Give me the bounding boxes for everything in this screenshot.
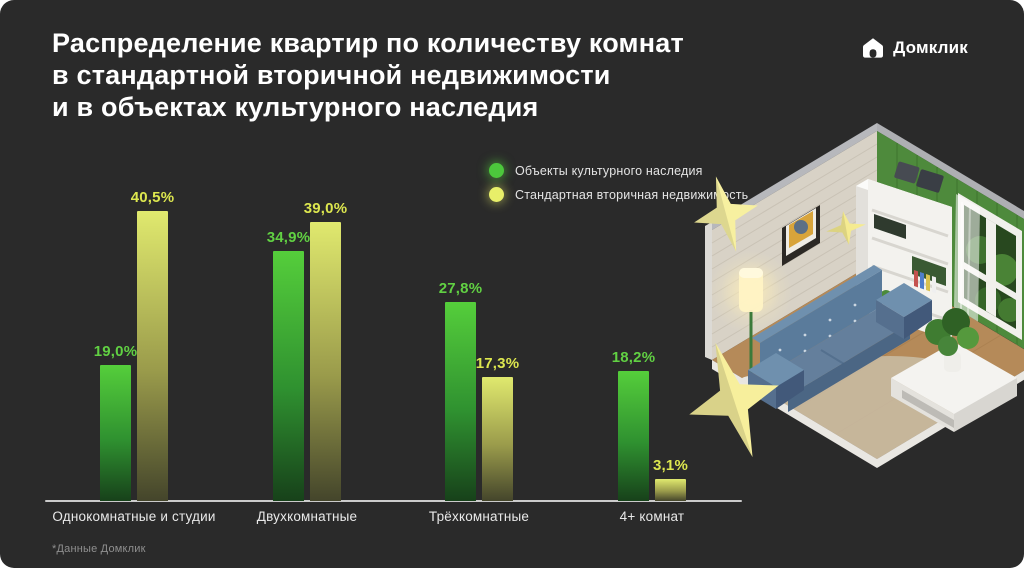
slide-title: Распределение квартир по количеству комн… <box>52 28 684 123</box>
star-icon-small <box>826 211 866 245</box>
value-label-yellow-4: 3,1% <box>653 457 688 474</box>
category-label-4: 4+ комнат <box>619 509 685 524</box>
bar-yellow-2 <box>310 222 341 501</box>
coffee-table <box>891 342 1017 432</box>
room-illustration <box>689 123 1024 468</box>
star-icon-large-top <box>694 176 758 252</box>
value-label-yellow-2: 39,0% <box>303 200 348 217</box>
domclick-house-icon <box>863 38 884 58</box>
category-label-3: Трёхкомнатные <box>428 509 530 524</box>
wall-rims <box>705 123 1024 360</box>
value-label-yellow-1: 40,5% <box>130 189 175 206</box>
value-label-green-1: 19,0% <box>93 343 138 360</box>
domclick-logo: Домклик <box>861 36 968 60</box>
plant <box>925 308 979 372</box>
axis-line <box>45 500 742 502</box>
curtain <box>954 194 980 322</box>
bar-green-3 <box>445 302 476 501</box>
legend-label: Стандартная вторичная недвижимость <box>515 187 749 202</box>
bar-green-4 <box>618 371 649 501</box>
legend-item-standard: Стандартная вторичная недвижимость <box>489 187 748 202</box>
picture-frame <box>782 205 820 266</box>
value-label-yellow-3: 17,3% <box>475 355 520 372</box>
footnote: *Данные Домклик <box>52 543 146 555</box>
window <box>954 193 1022 340</box>
legend-item-heritage: Объекты культурного наследия <box>489 163 748 178</box>
bar-yellow-4 <box>655 479 686 501</box>
category-label-1: Однокомнатные и студии <box>52 509 216 524</box>
books <box>914 270 936 294</box>
floor-lamp <box>721 260 781 384</box>
bar-green-2 <box>273 251 304 501</box>
legend-dot-green-icon <box>489 163 504 178</box>
bar-yellow-3 <box>482 377 513 501</box>
storage-boxes <box>894 161 944 193</box>
star-icon-large-bottom <box>689 342 779 458</box>
legend-label: Объекты культурного наследия <box>515 163 703 178</box>
category-label-2: Двухкомнатные <box>256 509 358 524</box>
value-label-green-4: 18,2% <box>611 349 656 366</box>
value-label-green-2: 34,9% <box>266 229 311 246</box>
domclick-logo-text: Домклик <box>893 38 968 57</box>
bar-yellow-1 <box>137 211 168 501</box>
bar-green-1 <box>100 365 131 501</box>
chart-legend: Объекты культурного наследия Стандартная… <box>489 163 748 202</box>
value-label-green-3: 27,8% <box>438 280 483 297</box>
legend-dot-yellow-icon <box>489 187 504 202</box>
sofa <box>748 265 932 412</box>
